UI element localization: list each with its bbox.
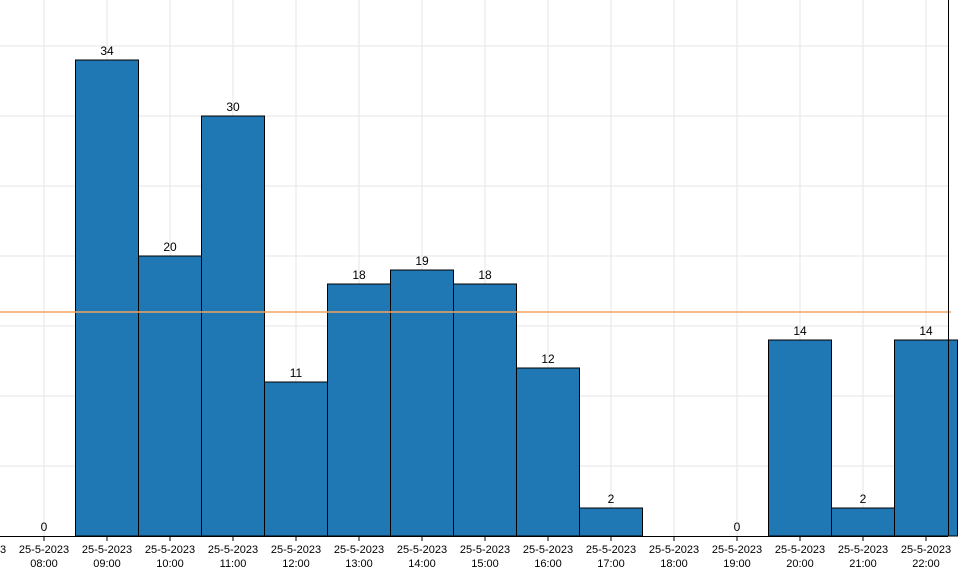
x-tick-label-date: 25-5-2023 bbox=[19, 544, 69, 556]
x-tick-label-time: 16:00 bbox=[534, 558, 562, 570]
x-tick-label-date: 25-5-2023 bbox=[775, 544, 825, 556]
bar-value-label: 0 bbox=[41, 520, 48, 534]
bar-value-label: 2 bbox=[860, 492, 867, 506]
x-tick-label-date: 25-5-2023 bbox=[712, 544, 762, 556]
bar bbox=[390, 269, 454, 537]
x-tick-label-date: 25-5-2023 bbox=[460, 544, 510, 556]
x-tick-label-date: 25-5-2023 bbox=[397, 544, 447, 556]
bar bbox=[327, 283, 391, 537]
bar-value-label: 12 bbox=[541, 352, 555, 366]
x-tick-label-time: 13:00 bbox=[345, 558, 373, 570]
x-tick-label-time: 11:00 bbox=[220, 558, 247, 570]
bar bbox=[138, 255, 202, 537]
x-tick-label-time: 18:00 bbox=[660, 558, 688, 570]
bar bbox=[831, 507, 895, 537]
x-tick-label-date: 25-5-2023 bbox=[523, 544, 573, 556]
x-tick-label-time: 08:00 bbox=[30, 558, 58, 570]
x-tick-label-time: 12:00 bbox=[282, 558, 310, 570]
x-tick-label-date: 25-5-2023 bbox=[901, 544, 951, 556]
x-tick-label-date: 25-5-2023 bbox=[838, 544, 888, 556]
x-tick-label-time: 10:00 bbox=[156, 558, 184, 570]
bar bbox=[768, 339, 832, 537]
x-tick-label-date: 25-5-2023 bbox=[82, 544, 132, 556]
x-tick-label-date: 25-5-2023 bbox=[271, 544, 321, 556]
x-tick-label-time: 21:00 bbox=[849, 558, 877, 570]
x-tick-label-date: 3 bbox=[0, 544, 6, 556]
bar-value-label: 11 bbox=[290, 366, 303, 380]
x-tick-label-time: 14:00 bbox=[408, 558, 436, 570]
bar-value-label: 19 bbox=[415, 254, 429, 268]
bar-value-label: 34 bbox=[100, 44, 114, 58]
bar-value-label: 20 bbox=[163, 240, 177, 254]
x-tick-label-time: 09:00 bbox=[93, 558, 121, 570]
bar-value-label: 2 bbox=[608, 492, 615, 506]
x-tick-label-time: 17:00 bbox=[597, 558, 625, 570]
bar-value-label: 14 bbox=[919, 324, 933, 338]
x-tick-label-date: 25-5-2023 bbox=[145, 544, 195, 556]
bar bbox=[264, 381, 328, 537]
x-tick-label-time: 15:00 bbox=[471, 558, 499, 570]
x-tick-label-date: 25-5-2023 bbox=[586, 544, 636, 556]
x-tick-label-date: 25-5-2023 bbox=[649, 544, 699, 556]
x-tick-label-date: 25-5-2023 bbox=[334, 544, 384, 556]
bar bbox=[75, 59, 139, 537]
x-tick-label-time: 20:00 bbox=[786, 558, 814, 570]
x-tick-label-time: 19:00 bbox=[723, 558, 751, 570]
bar bbox=[516, 367, 580, 537]
x-tick-label-time: 22:00 bbox=[912, 558, 940, 570]
bar-value-label: 30 bbox=[226, 100, 240, 114]
bar bbox=[201, 115, 265, 537]
x-tick-label-date: 25-5-2023 bbox=[208, 544, 258, 556]
bar-value-label: 0 bbox=[734, 520, 741, 534]
bars bbox=[75, 59, 958, 537]
bar-value-label: 18 bbox=[352, 268, 366, 282]
bar bbox=[453, 283, 517, 537]
bar bbox=[579, 507, 643, 537]
bar-value-label: 18 bbox=[478, 268, 492, 282]
bar-value-label: 14 bbox=[793, 324, 807, 338]
